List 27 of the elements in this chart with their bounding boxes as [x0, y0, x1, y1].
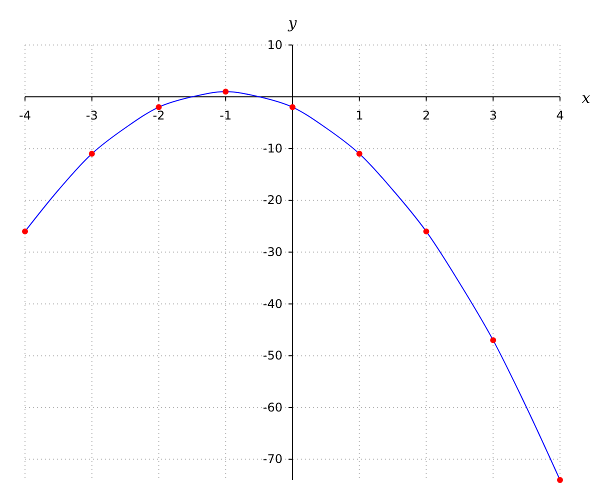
y-tick-label: -20 [262, 193, 282, 208]
point [156, 104, 162, 110]
point [490, 337, 496, 344]
y-axis-title: y [287, 14, 298, 32]
point [222, 88, 229, 95]
x-tick-label: -1 [220, 108, 232, 122]
point [557, 477, 563, 483]
point [22, 228, 28, 234]
x-tick-label: 4 [556, 108, 564, 122]
y-tick-label: -60 [262, 400, 282, 414]
x-tick-label: -4 [19, 108, 31, 122]
y-tick-label: -40 [262, 296, 282, 311]
y-tick-label: -70 [262, 452, 282, 466]
x-tick-label: 1 [356, 108, 364, 122]
y-tick-label: -30 [262, 244, 282, 259]
x-tick-label: -2 [152, 108, 165, 122]
x-tick-label: 2 [422, 108, 430, 122]
point [356, 150, 362, 157]
point [88, 150, 95, 157]
point [290, 104, 296, 110]
x-axis-title: x [582, 88, 591, 107]
point [423, 228, 430, 234]
y-tick-label: -50 [262, 348, 282, 363]
x-tick-label: -3 [86, 108, 98, 122]
x-tick-label: 3 [489, 108, 497, 122]
y-tick-label: -10 [262, 141, 282, 156]
y-tick-label: 10 [267, 38, 282, 52]
